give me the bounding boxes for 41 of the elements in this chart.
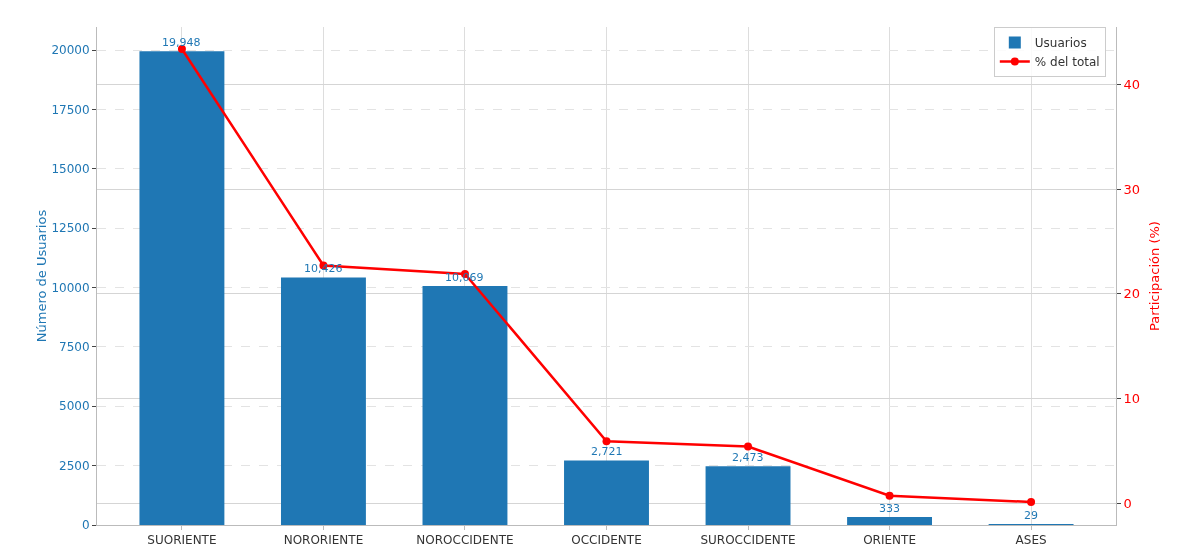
bar — [564, 460, 649, 525]
y-tick-label: 10000 — [51, 280, 90, 295]
y-tick-label: 17500 — [51, 102, 90, 117]
data-label: 19,948 — [162, 36, 201, 49]
y-tick-label: 12500 — [51, 221, 90, 236]
y-tick-label: 7500 — [59, 340, 90, 355]
bar — [139, 51, 225, 525]
legend-label: % del total — [1034, 55, 1100, 70]
point — [602, 437, 611, 446]
data-label: 333 — [879, 502, 900, 515]
data-label: 10,426 — [304, 262, 343, 275]
x-tick-label: SUORIENTE — [147, 533, 217, 548]
y-tick-label: 20000 — [51, 43, 90, 58]
bar — [280, 277, 366, 525]
point — [744, 442, 753, 451]
x-tick-label: ASES — [1015, 533, 1047, 548]
y2-tick-label: 0 — [1123, 495, 1132, 511]
y-tick-label: 15000 — [51, 161, 90, 176]
data-label: 29 — [1024, 509, 1038, 522]
data-label: 2,473 — [732, 451, 764, 464]
bar — [705, 466, 791, 525]
x-tick-label: NORORIENTE — [283, 533, 364, 548]
x-tick-label: SUROCCIDENTE — [700, 533, 796, 548]
x-tick-label: NOROCCIDENTE — [416, 533, 514, 548]
y2-tick-label: 20 — [1123, 286, 1141, 302]
legend-label: Usuarios — [1034, 36, 1087, 51]
x-tick-label: ORIENTE — [863, 533, 916, 548]
y-tick-label: 5000 — [59, 399, 90, 414]
point — [1027, 497, 1036, 506]
bar — [847, 517, 933, 525]
y-axis-title: Número de Usuarios — [34, 209, 50, 343]
y-tick-label: 2500 — [59, 458, 90, 473]
y2-tick-label: 30 — [1123, 181, 1141, 197]
y2-tick-label: 10 — [1123, 390, 1141, 406]
y-tick-label: 0 — [81, 518, 90, 533]
x-tick-label: OCCIDENTE — [571, 533, 642, 548]
y2-axis-title: Participación (%) — [1146, 221, 1162, 331]
y2-tick-label: 40 — [1123, 77, 1141, 93]
bar — [422, 285, 508, 525]
point — [885, 491, 894, 500]
data-label: 2,721 — [591, 445, 623, 458]
